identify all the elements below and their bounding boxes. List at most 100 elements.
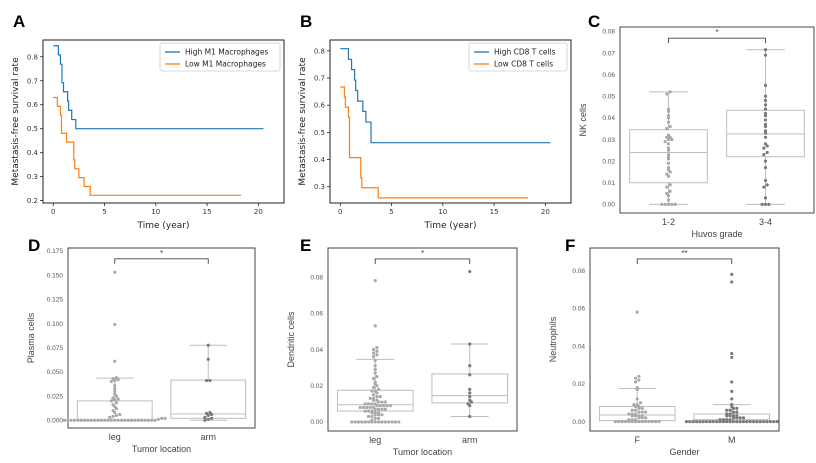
data-point (358, 405, 362, 410)
data-point (673, 202, 677, 206)
x-tick-label: 20 (541, 208, 550, 216)
panel-letter: D (28, 236, 40, 255)
y-tick-label: 0.02 (310, 383, 323, 390)
data-point (113, 322, 117, 327)
significance-bracket (374, 258, 471, 264)
legend-label: High CD8 T cells (494, 48, 556, 57)
data-point (116, 378, 120, 382)
data-point (153, 418, 157, 422)
data-point (728, 419, 732, 424)
data-point (762, 153, 766, 157)
data-point (735, 410, 739, 414)
data-point (113, 418, 117, 422)
data-point (375, 375, 379, 379)
x-tick-label: 10 (151, 208, 160, 216)
data-point (708, 419, 712, 424)
data-point (668, 183, 672, 187)
data-point (377, 413, 381, 417)
data-point (468, 394, 472, 399)
data-point (738, 416, 742, 420)
y-tick-label: 0.08 (310, 274, 323, 281)
y-tick-label: 0.03 (602, 137, 615, 144)
data-point (370, 420, 374, 424)
data-point (763, 94, 768, 98)
y-tick-label: 0.00 (602, 202, 615, 209)
x-tick-label: arm (201, 432, 217, 442)
x-axis-label: Time (year) (424, 221, 477, 231)
data-point (765, 144, 769, 148)
plot-frame (67, 247, 256, 429)
data-point (468, 391, 472, 395)
data-point (108, 415, 112, 419)
data-point (371, 376, 376, 381)
data-point (725, 408, 729, 412)
data-point (763, 165, 768, 170)
data-point (163, 416, 167, 420)
y-tick-label: 0.06 (310, 311, 323, 318)
data-point (106, 418, 110, 422)
data-point (623, 419, 628, 424)
data-point (633, 376, 638, 380)
data-point (113, 410, 117, 415)
data-point (647, 419, 651, 424)
data-point (373, 407, 377, 411)
plot-frame (619, 26, 815, 214)
data-point (666, 202, 671, 206)
data-point (361, 405, 366, 410)
data-point (380, 400, 384, 404)
legend-box (468, 42, 568, 72)
y-axis-label: Metastasis-free survival rate (298, 57, 308, 186)
data-point (627, 419, 631, 424)
data-point (633, 414, 638, 418)
data-point (731, 419, 736, 424)
data-point (691, 419, 695, 424)
data-point (725, 414, 729, 418)
data-point (760, 202, 764, 206)
data-point (468, 414, 472, 419)
y-tick-label: 0.00 (572, 419, 585, 426)
data-point (613, 419, 618, 424)
y-tick-label: 0.075 (47, 345, 64, 352)
data-point (66, 418, 70, 422)
data-point (373, 371, 377, 375)
data-point (79, 418, 83, 422)
data-point (203, 415, 207, 419)
y-tick-label: 0.5 (27, 125, 38, 133)
y-tick-label: 0.025 (47, 393, 64, 400)
data-point (119, 418, 124, 422)
data-point (116, 397, 120, 401)
data-point (665, 92, 669, 96)
y-tick-label: 0.3 (27, 173, 38, 181)
y-tick-label: 0.01 (602, 180, 615, 187)
x-tick-label: 0 (51, 208, 55, 216)
y-tick-label: 0.04 (572, 343, 585, 350)
data-point (663, 202, 667, 206)
data-point (721, 419, 725, 424)
data-point (772, 419, 776, 424)
x-tick-label: 3-4 (759, 217, 772, 227)
data-point (468, 404, 472, 408)
data-point (670, 202, 674, 206)
data-point (635, 310, 639, 314)
data-point (763, 114, 768, 118)
data-point (96, 418, 100, 422)
data-point (366, 409, 371, 413)
x-axis-label: Huvos grade (691, 229, 742, 239)
data-point (763, 48, 768, 52)
y-axis-label: Dendritic cells (286, 311, 296, 368)
x-axis-label: Time (year) (137, 221, 190, 231)
x-axis-label: Tumor location (393, 447, 452, 457)
data-point (765, 183, 769, 187)
data-point (360, 420, 364, 424)
y-axis-label: Plasma cells (26, 312, 36, 363)
x-tick-label: arm (462, 435, 478, 445)
y-tick-label: 0.4 (314, 156, 326, 164)
data-point (666, 148, 671, 152)
data-point (116, 418, 120, 422)
data-point (89, 418, 93, 422)
y-axis-label: Neutrophils (548, 316, 558, 362)
box (598, 405, 676, 422)
data-point (763, 142, 768, 146)
data-point (99, 418, 103, 422)
